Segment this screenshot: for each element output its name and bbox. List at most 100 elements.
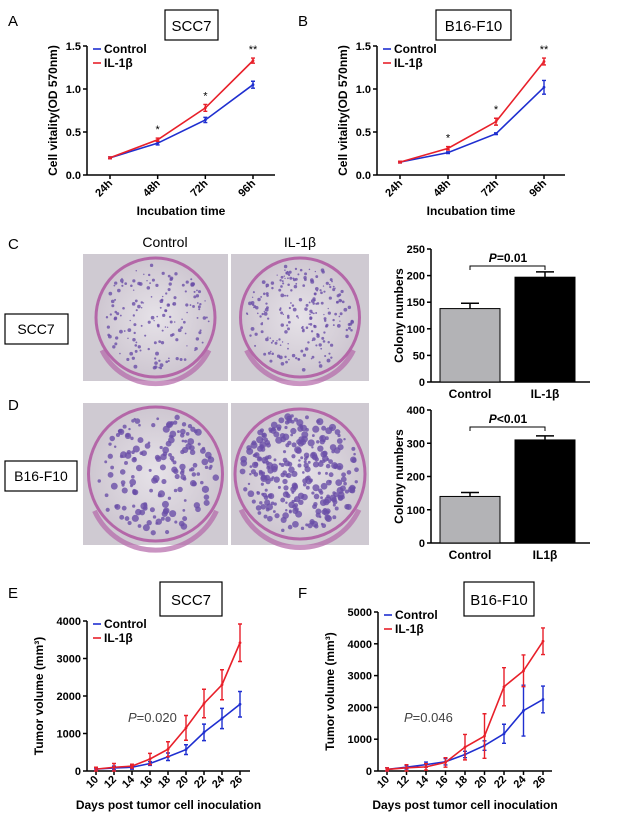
colony-dot (320, 436, 324, 440)
colony-dot (152, 365, 157, 370)
error-bar (536, 435, 554, 440)
data-point (444, 761, 447, 764)
colony-dot (321, 336, 325, 340)
colony-dot (175, 338, 179, 342)
colony-dot (305, 326, 309, 329)
colony-dot (336, 487, 344, 494)
colony-dot (320, 522, 324, 526)
colony-dot (287, 316, 290, 319)
colony-dot (275, 436, 283, 444)
colony-dot (267, 351, 271, 355)
colony-dot (167, 287, 171, 292)
colony-dot (278, 338, 281, 341)
colony-dot (172, 303, 175, 306)
data-point (184, 748, 188, 752)
x-tick-label: 96h (236, 177, 258, 199)
colony-dot (149, 282, 152, 285)
colony-dot (249, 472, 252, 476)
x-tick-label: 14 (120, 773, 138, 791)
significance-marker: * (446, 133, 451, 145)
colony-dot (326, 358, 331, 363)
panel-letter: D (8, 397, 19, 414)
colony-dot (127, 337, 129, 340)
colony-dot (302, 482, 307, 487)
y-tick-label: 0.5 (356, 127, 371, 139)
colony-dot (105, 316, 109, 319)
legend-label: IL-1β (395, 622, 424, 636)
colony-dot (184, 332, 187, 335)
colony-dot (183, 320, 186, 324)
p-value: P=0.046 (404, 710, 453, 725)
data-point (405, 766, 408, 770)
colony-dot (108, 442, 112, 446)
series-line-IL-1β (399, 60, 545, 163)
colony-dot (119, 352, 121, 355)
colony-dot (185, 303, 189, 307)
colony-dot (313, 292, 317, 296)
y-axis-label: Cell vitality(OD 570nm) (336, 45, 350, 176)
colony-dot (204, 465, 209, 470)
colony-dot (261, 312, 264, 316)
colony-dot (288, 320, 291, 324)
p-text: <0.01 (497, 412, 528, 426)
colony-dot (156, 323, 160, 327)
significance-bracket (469, 265, 546, 270)
colony-dot (337, 433, 341, 438)
colony-dot (122, 306, 125, 310)
colony-dot (313, 502, 318, 507)
y-tick-label: 1.0 (356, 84, 371, 96)
colony-dot (337, 465, 342, 470)
colony-dot (293, 417, 298, 422)
colony-dot (107, 471, 114, 478)
colony-dot (300, 526, 305, 531)
colony-dot (169, 430, 177, 438)
colony-dot (150, 530, 156, 536)
colony-dot (168, 282, 172, 286)
x-tick-label: 14 (414, 773, 432, 791)
colony-dot (277, 485, 281, 489)
y-tick-label: 1.5 (356, 41, 371, 53)
colony-dot (312, 484, 320, 492)
colony-dot (182, 477, 187, 481)
colony-dot (305, 485, 310, 490)
colony-dot (284, 330, 288, 334)
colony-dot (311, 355, 315, 359)
x-tick-label: 18 (156, 774, 173, 791)
bar-Control (439, 495, 501, 544)
data-point (542, 85, 546, 89)
colony-dot (181, 318, 183, 321)
colony-dot (201, 458, 209, 466)
data-point (398, 160, 402, 164)
data-point (541, 639, 545, 643)
colony-dot (134, 418, 141, 424)
colony-dot (316, 334, 320, 338)
colony-dot (212, 474, 220, 481)
colony-dot (174, 474, 180, 480)
colony-dot (297, 317, 300, 319)
data-point (238, 641, 242, 645)
colony-dot (308, 323, 311, 326)
colony-dot (317, 471, 321, 475)
colony-dot (268, 427, 273, 432)
colony-dot (190, 282, 195, 287)
colony-dot (150, 315, 155, 320)
y-tick-label: 50 (413, 350, 425, 362)
colony-dot (119, 514, 125, 520)
colony-dot (266, 294, 269, 297)
colony-dot (321, 425, 327, 431)
colony-dot (256, 312, 259, 315)
chart-title: B16-F10 (445, 18, 503, 35)
colony-dot (290, 433, 294, 437)
colony-dot (345, 503, 352, 510)
colony-dot (329, 278, 333, 282)
colony-dot (290, 427, 297, 435)
colony-dot (304, 347, 309, 351)
colony-dot (304, 466, 311, 473)
colony-dot (140, 307, 143, 309)
colony-dot (148, 468, 152, 472)
x-tick-label: 16 (433, 774, 450, 791)
data-point (494, 120, 498, 124)
colony-dot (332, 515, 337, 520)
colony-dot (340, 289, 344, 294)
